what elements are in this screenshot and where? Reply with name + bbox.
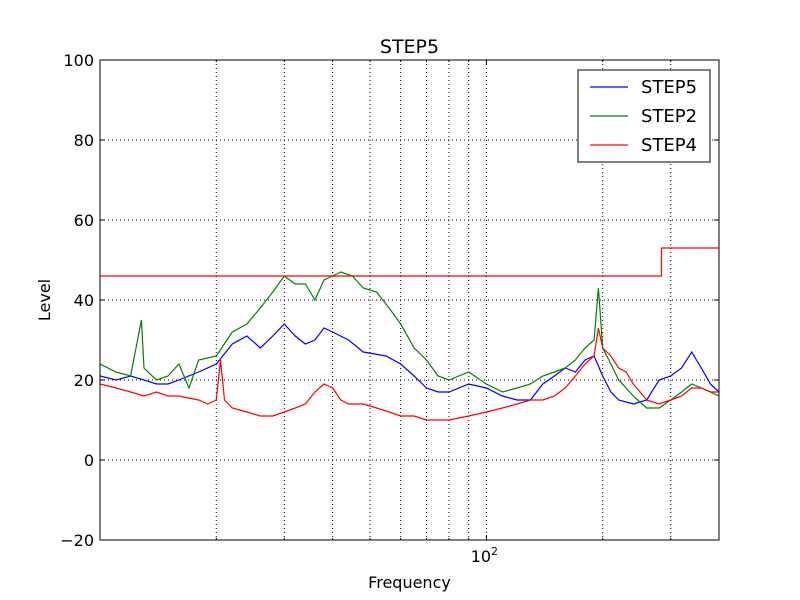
x-ticks: 102 — [215, 60, 672, 566]
series-line-step4-lower — [100, 327, 719, 421]
x-tick-label: 102 — [471, 545, 498, 566]
y-tick-label: 40 — [74, 291, 94, 310]
y-ticks: −20 0 20 40 60 80 100 — [60, 51, 719, 550]
y-tick-label: −20 — [60, 531, 94, 550]
legend-label-step4: STEP4 — [641, 135, 697, 156]
series-layer — [100, 247, 719, 421]
legend-label-step5: STEP5 — [641, 77, 697, 98]
y-tick-label: 0 — [84, 451, 94, 470]
y-axis-label: Level — [35, 279, 54, 321]
x-axis-label: Frequency — [368, 573, 451, 592]
y-tick-label: 20 — [74, 371, 94, 390]
legend-label-step2: STEP2 — [641, 106, 697, 127]
y-grid — [100, 139, 719, 461]
series-line-step4 — [100, 247, 719, 277]
y-tick-label: 60 — [74, 211, 94, 230]
x-grid — [215, 60, 672, 540]
series-line-step2 — [100, 271, 719, 409]
y-tick-label: 80 — [74, 131, 94, 150]
legend: STEP5 STEP2 STEP4 — [577, 69, 711, 163]
chart-title: STEP5 — [380, 36, 439, 58]
series-line-step5 — [100, 323, 719, 405]
y-tick-label: 100 — [63, 51, 94, 70]
